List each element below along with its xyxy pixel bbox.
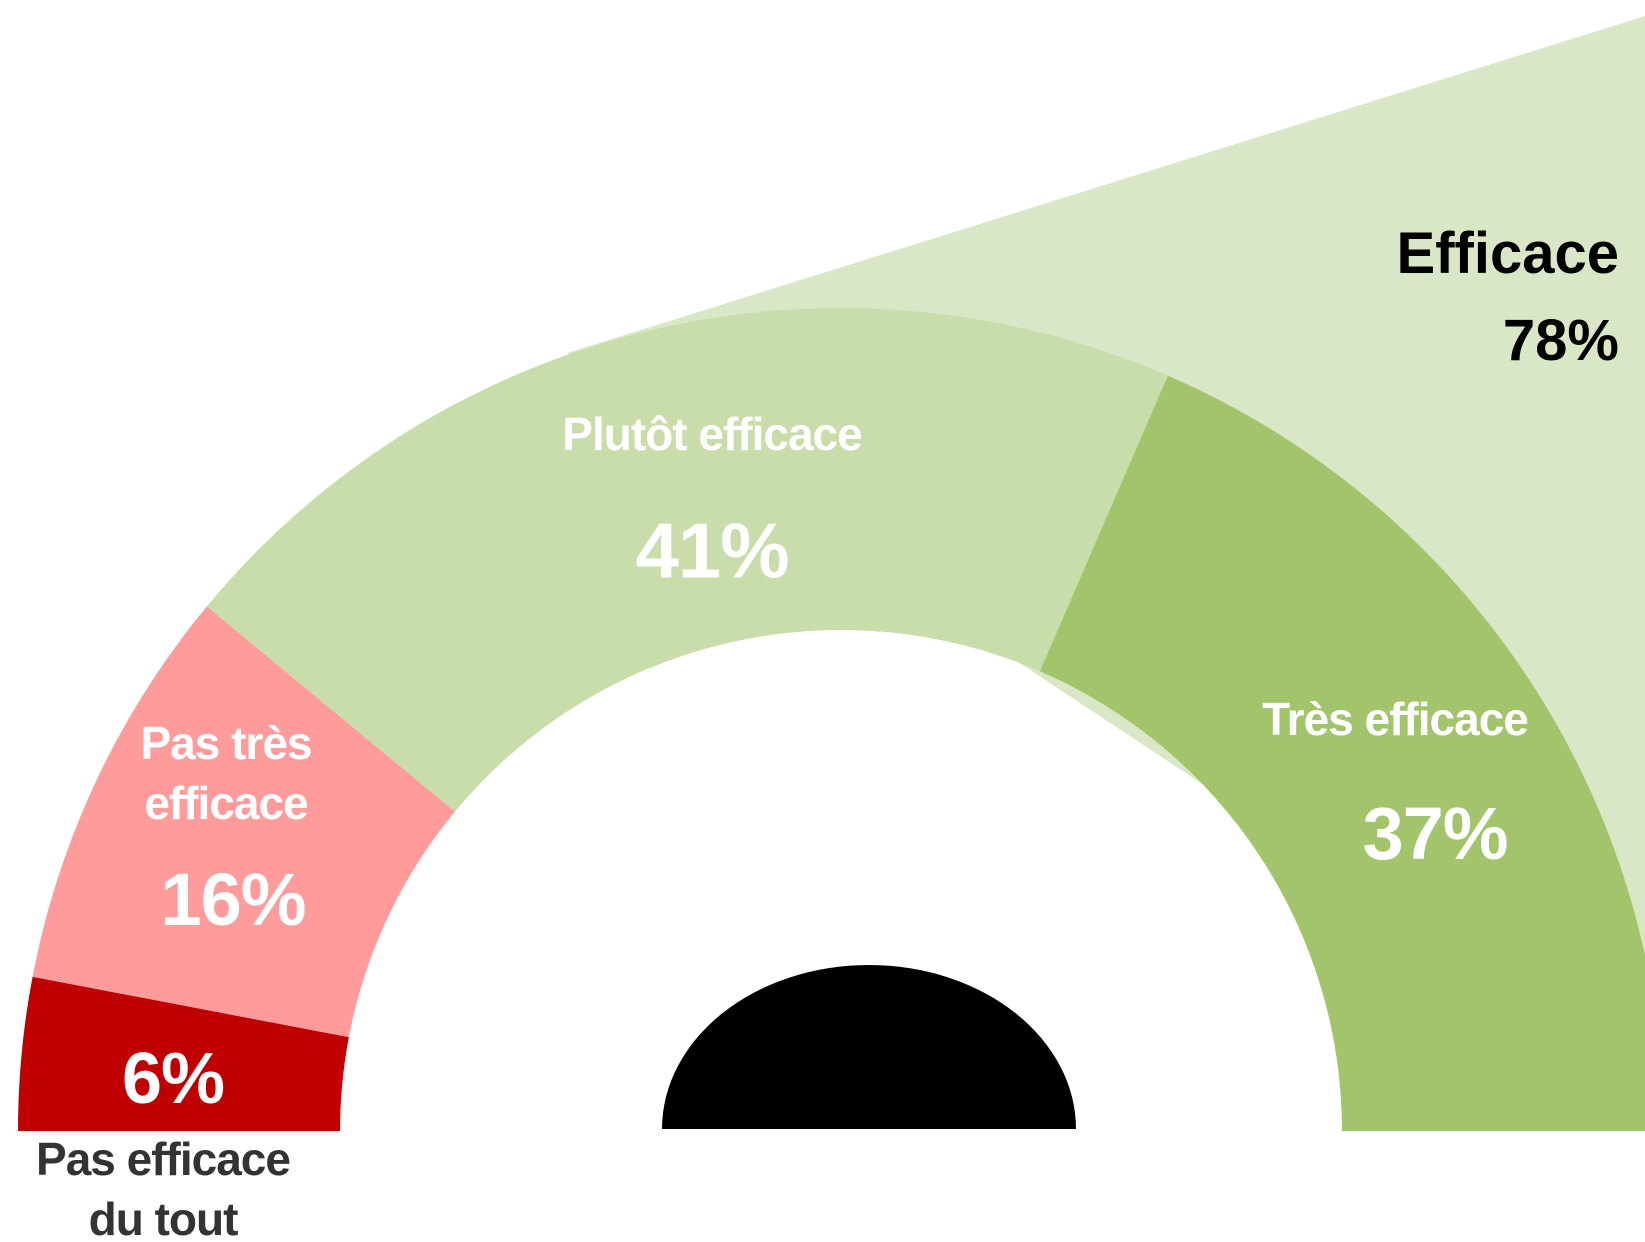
annotation-value: 78%	[1502, 308, 1619, 373]
value-label: 37%	[1362, 791, 1508, 875]
annotation: Efficace 78%	[1397, 210, 1619, 384]
annotation-text: Efficace	[1396, 221, 1619, 286]
gauge-segment	[206, 307, 1168, 812]
segment-label: Plutôt efficace	[562, 408, 862, 461]
gauge-segment	[1039, 375, 1645, 1131]
value-label: 6%	[121, 1039, 225, 1120]
gauge-segment	[32, 606, 455, 1038]
value-label: 41%	[635, 506, 789, 595]
needle-hub	[662, 965, 1076, 1129]
gauge-segment	[18, 976, 349, 1131]
segment-label: Pas efficace du tout	[36, 1133, 291, 1242]
value-label: 16%	[160, 857, 306, 941]
segment-label: Pas très efficace	[140, 717, 312, 829]
segment-label: Très efficace	[1262, 693, 1529, 746]
